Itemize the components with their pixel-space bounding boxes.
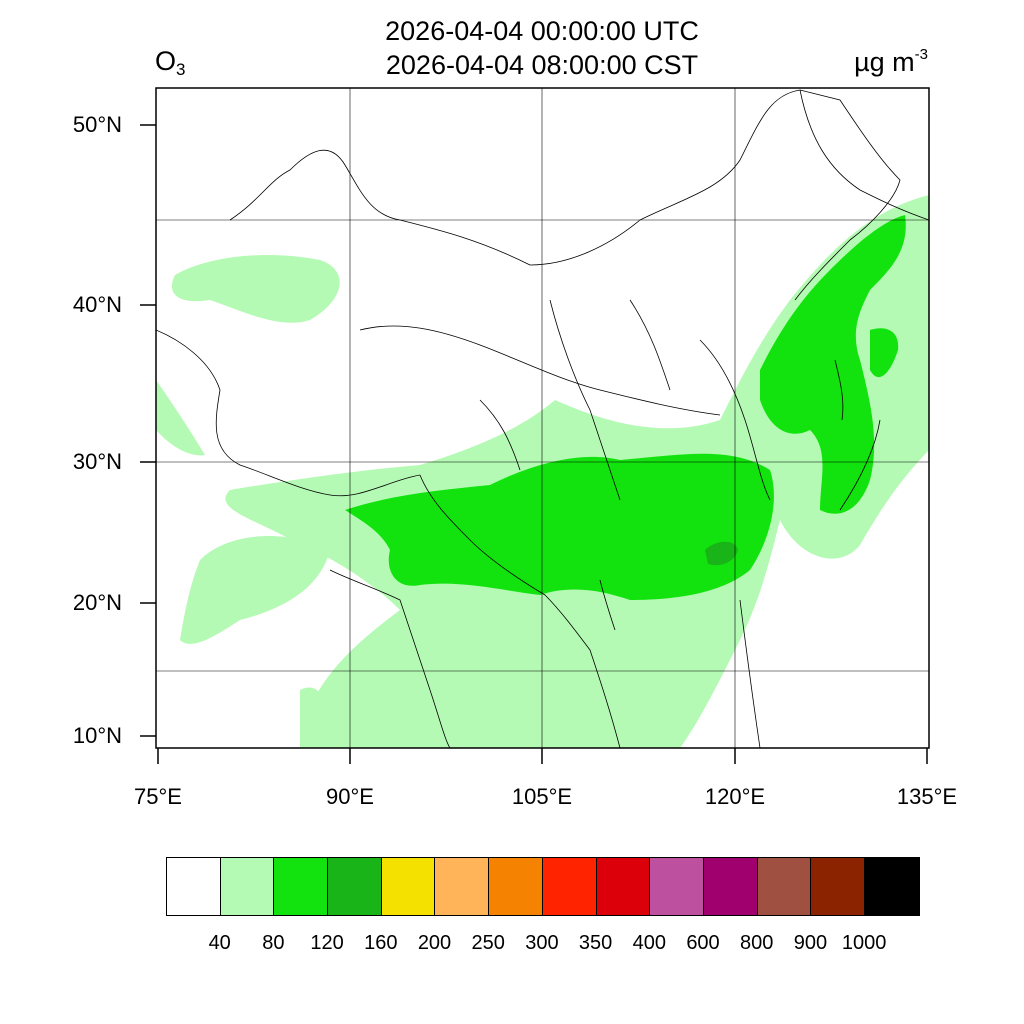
colorbar-tick-label: 350 [578,932,613,954]
lat-label-10: 10°N [72,723,122,748]
colorbar-swatch [435,858,490,915]
lon-label-90: 90°E [326,784,374,809]
colorbar-swatch [811,858,865,915]
colorbar-swatch [757,858,812,915]
colorbar-tick-label: 1000 [841,932,887,954]
colorbar-tick-label: 250 [471,932,505,954]
colorbar-tick-label: 200 [417,932,452,954]
unit-main: µg m [854,47,915,77]
colorbar [166,857,920,916]
title-local-time: 2026-04-04 08:00:00 CST [385,50,699,80]
lon-label-105: 105°E [511,784,573,809]
variable-subscript: 3 [176,60,186,79]
colorbar-swatch [703,858,758,915]
ozone-band-120-160 [705,541,738,566]
colorbar-swatch [489,858,543,915]
colorbar-swatch [542,858,597,915]
colorbar-tick-label: 900 [793,932,828,954]
graticule [156,88,929,748]
lon-label-135: 135°E [896,784,958,809]
colorbar-swatch [650,858,704,915]
unit-superscript: -3 [914,46,928,63]
ozone-field [156,195,929,748]
lat-label-20: 20°N [72,590,122,615]
colorbar-tick-label: 80 [262,932,285,954]
colorbar-swatch [596,858,651,915]
variable-main: O [155,46,177,76]
colorbar-tick-label: 160 [364,932,398,954]
colorbar-tick-label: 40 [208,932,231,954]
colorbar-tick-label: 800 [740,932,774,954]
title-utc-time: 2026-04-04 00:00:00 UTC [385,16,699,46]
lon-label-120: 120°E [704,784,766,809]
unit-label: µg m-3 [854,46,928,78]
colorbar-tick-label: 300 [525,932,559,954]
colorbar-swatch [274,858,329,915]
colorbar-swatch [167,858,221,915]
lat-label-30: 30°N [72,449,122,474]
ozone-band-80-120 [345,215,906,600]
lon-label-75: 75°E [134,784,182,809]
colorbar-tick-label: 600 [686,932,720,954]
axis-ticks [140,124,928,764]
colorbar-swatch [328,858,382,915]
colorbar-tick-label: 400 [632,932,666,954]
colorbar-tick-label: 120 [310,932,344,954]
colorbar-swatch [381,858,436,915]
boundary-lines [156,89,929,748]
lat-label-50: 50°N [72,112,122,137]
lat-label-40: 40°N [72,292,122,317]
colorbar-swatch [220,858,275,915]
variable-label: O3 [155,46,185,80]
colorbar-swatch [864,858,919,915]
